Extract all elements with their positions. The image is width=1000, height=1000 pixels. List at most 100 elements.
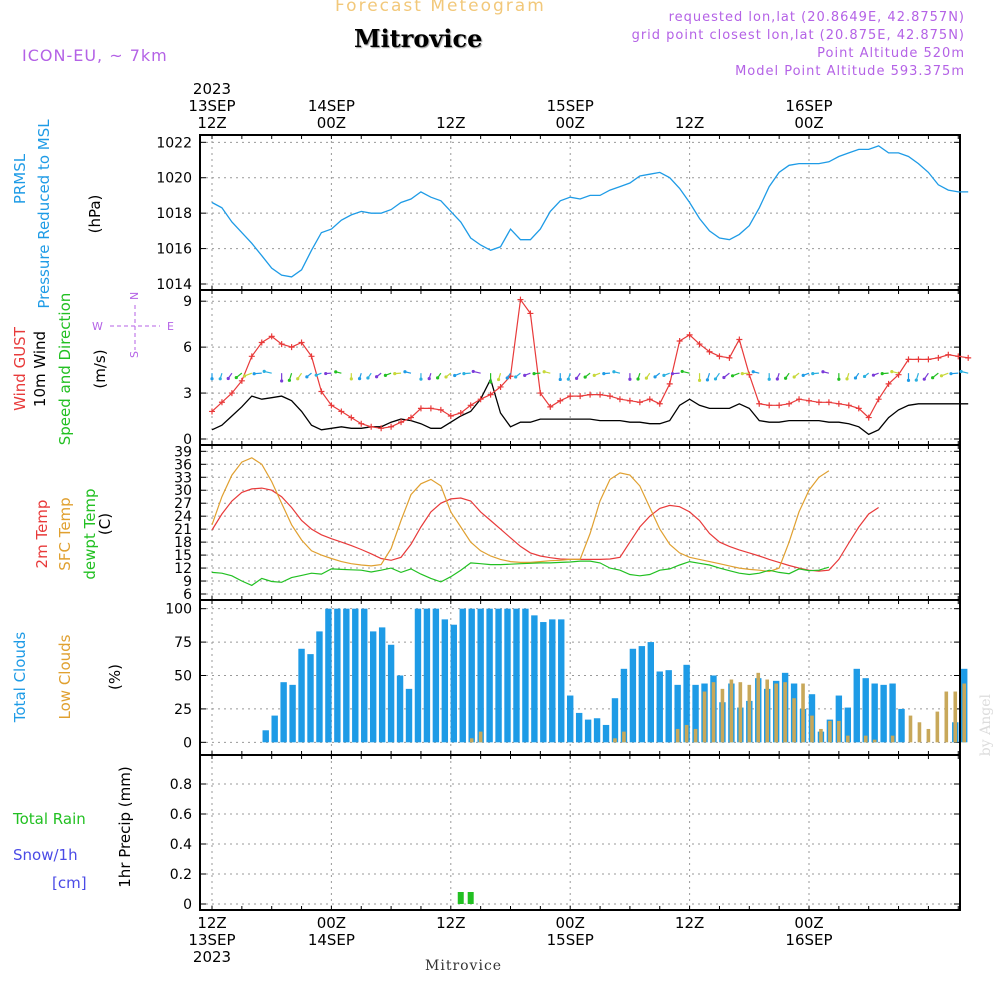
snow-label: Snow/1h	[13, 846, 78, 864]
wind-arrow-head	[612, 370, 616, 374]
wind-arrow-head	[722, 375, 726, 380]
grid-point-coords: grid point closest lon,lat (20.875E, 42.…	[631, 28, 965, 43]
low-cloud-bar	[720, 688, 725, 743]
low-cloud-bar	[792, 698, 796, 743]
gust-marker	[597, 391, 604, 398]
wind-arrow-head	[775, 377, 779, 381]
gust-marker	[358, 420, 365, 427]
y-tick-label: 39	[174, 444, 192, 460]
wind-arrow-head	[489, 380, 493, 384]
gust-marker	[766, 402, 773, 409]
low-cloud-bar	[917, 722, 922, 743]
city-title: Mitrovice	[354, 24, 483, 53]
top-time-label: 12Z	[675, 114, 704, 132]
gust-marker	[437, 406, 444, 413]
wind-arrow-head	[862, 374, 867, 379]
gust-marker	[666, 380, 673, 387]
low-cloud-bar	[863, 735, 868, 743]
wind-arrow-head	[837, 377, 841, 381]
total-cloud-bar	[889, 683, 896, 743]
bottom-time-label: 16SEP	[785, 931, 832, 949]
total-cloud-bar	[862, 678, 869, 743]
gust-marker	[388, 423, 395, 430]
gust-line	[211, 298, 969, 429]
total-cloud-bar	[423, 608, 431, 743]
gust-marker	[288, 344, 295, 351]
wind-arrow-head	[821, 370, 825, 374]
gust-marker	[796, 396, 803, 403]
total-cloud-bar	[602, 724, 610, 743]
gust-marker	[935, 354, 942, 361]
gust-marker	[726, 354, 733, 361]
gust-marker	[736, 336, 743, 343]
total-cloud-bar	[334, 608, 341, 743]
total-cloud-bar	[898, 708, 905, 743]
y-tick-label: 3	[183, 386, 192, 402]
dewpt-line	[211, 560, 830, 587]
gust-marker	[636, 399, 643, 406]
bottom-time-label: 00Z	[317, 914, 346, 932]
model-altitude: Model Point Altitude 593.375m	[735, 64, 965, 79]
gust-marker	[885, 380, 892, 387]
wind-arrow-head	[767, 377, 771, 381]
bottom-time-label: 00Z	[556, 914, 585, 932]
snow-unit-label: [cm]	[52, 874, 87, 892]
panel-frame	[199, 289, 961, 446]
gust-marker	[676, 338, 683, 344]
wind-arrow-head	[242, 374, 247, 378]
total-cloud-bar	[504, 608, 511, 743]
low-cloud-bar	[711, 682, 716, 743]
total-cloud-bar	[674, 684, 681, 743]
wind-arrow-head	[662, 373, 666, 378]
low-cloud-bar	[478, 731, 483, 743]
y-tick-label: 0	[183, 432, 192, 448]
gust-marker	[547, 403, 554, 410]
gust-marker	[567, 393, 574, 400]
wind-arrow-head	[853, 376, 858, 380]
gust-marker	[587, 391, 594, 398]
gust-marker	[875, 396, 882, 403]
wind-arrow-head	[801, 373, 805, 378]
gust-marker	[268, 333, 275, 340]
low-cloud-bar	[693, 728, 698, 743]
gust-marker	[815, 399, 822, 406]
wind-arrow-head	[636, 377, 640, 381]
total-cloud-bar	[468, 608, 475, 743]
y-tick-label: 0	[183, 897, 192, 913]
low-cloud-bar	[846, 735, 850, 743]
top-time-label: 00Z	[794, 114, 823, 132]
y-tick-label: 50	[174, 669, 192, 685]
wind-arrow-head	[334, 370, 338, 374]
wind-arrow-head	[444, 375, 448, 379]
gust-marker	[925, 356, 932, 363]
total-cloud-bar	[853, 668, 860, 743]
gust-marker	[248, 353, 255, 360]
wind-arrow-head	[419, 377, 423, 381]
total-cloud-bar	[316, 631, 323, 743]
total-cloud-bar	[549, 619, 556, 743]
gust-marker	[806, 397, 812, 404]
total-cloud-bar	[459, 608, 466, 743]
wind-arrow-head	[436, 376, 440, 380]
wind-arrow-head	[922, 377, 926, 381]
wind-arrow-head	[210, 377, 214, 381]
y-tick-label: 75	[174, 635, 192, 651]
panel-frame	[199, 754, 961, 911]
y-tick-label: 1020	[156, 171, 192, 187]
gust-marker	[228, 390, 235, 397]
total-cloud-bar	[405, 688, 413, 743]
gust-marker	[517, 296, 524, 303]
wind-arrow-head	[218, 377, 222, 381]
top-time-label: 15SEP	[547, 97, 594, 115]
low-cloud-bar	[613, 738, 617, 743]
total-cloud-bar	[620, 668, 628, 743]
total-cloud-bar	[567, 695, 574, 743]
compass-n: N	[128, 292, 141, 300]
low-cloud-bar	[810, 715, 814, 743]
wind-arrow-head	[366, 376, 370, 380]
gust-marker	[368, 423, 375, 430]
gust-marker	[696, 341, 703, 348]
total-cloud-bar	[280, 682, 287, 743]
y-tick-label: 1016	[156, 242, 192, 258]
y-tick-label: 1022	[156, 135, 192, 151]
